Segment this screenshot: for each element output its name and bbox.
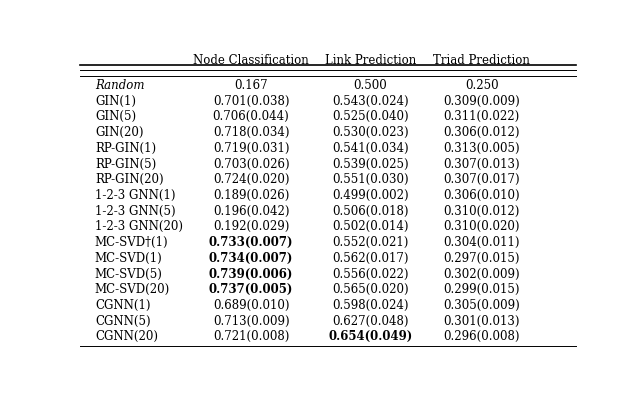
Text: 0.556(0.022): 0.556(0.022) bbox=[332, 268, 408, 280]
Text: RP-GIN(1): RP-GIN(1) bbox=[95, 142, 156, 155]
Text: 0.721(0.008): 0.721(0.008) bbox=[213, 330, 289, 343]
Text: 0.530(0.023): 0.530(0.023) bbox=[332, 126, 408, 139]
Text: 1-2-3 GNN(20): 1-2-3 GNN(20) bbox=[95, 220, 183, 233]
Text: RP-GIN(20): RP-GIN(20) bbox=[95, 173, 163, 186]
Text: 1-2-3 GNN(1): 1-2-3 GNN(1) bbox=[95, 189, 175, 202]
Text: 0.718(0.034): 0.718(0.034) bbox=[213, 126, 289, 139]
Text: 0.598(0.024): 0.598(0.024) bbox=[332, 299, 408, 312]
Text: 0.307(0.013): 0.307(0.013) bbox=[444, 158, 520, 170]
Text: CGNN(20): CGNN(20) bbox=[95, 330, 158, 343]
Text: GIN(20): GIN(20) bbox=[95, 126, 143, 139]
Text: CGNN(1): CGNN(1) bbox=[95, 299, 150, 312]
Text: 0.703(0.026): 0.703(0.026) bbox=[213, 158, 289, 170]
Text: 0.296(0.008): 0.296(0.008) bbox=[444, 330, 520, 343]
Text: 0.724(0.020): 0.724(0.020) bbox=[213, 173, 289, 186]
Text: 0.506(0.018): 0.506(0.018) bbox=[332, 205, 408, 218]
Text: 0.689(0.010): 0.689(0.010) bbox=[213, 299, 289, 312]
Text: 0.551(0.030): 0.551(0.030) bbox=[332, 173, 408, 186]
Text: 0.301(0.013): 0.301(0.013) bbox=[444, 314, 520, 328]
Text: 0.543(0.024): 0.543(0.024) bbox=[332, 95, 408, 108]
Text: 0.706(0.044): 0.706(0.044) bbox=[212, 110, 289, 123]
Text: 0.310(0.012): 0.310(0.012) bbox=[444, 205, 520, 218]
Text: 0.499(0.002): 0.499(0.002) bbox=[332, 189, 408, 202]
Text: 0.739(0.006): 0.739(0.006) bbox=[209, 268, 293, 280]
Text: 1-2-3 GNN(5): 1-2-3 GNN(5) bbox=[95, 205, 175, 218]
Text: GIN(1): GIN(1) bbox=[95, 95, 136, 108]
Text: 0.306(0.010): 0.306(0.010) bbox=[444, 189, 520, 202]
Text: 0.734(0.007): 0.734(0.007) bbox=[209, 252, 293, 265]
Text: 0.552(0.021): 0.552(0.021) bbox=[332, 236, 408, 249]
Text: 0.306(0.012): 0.306(0.012) bbox=[444, 126, 520, 139]
Text: 0.565(0.020): 0.565(0.020) bbox=[332, 283, 408, 296]
Text: 0.525(0.040): 0.525(0.040) bbox=[332, 110, 408, 123]
Text: 0.713(0.009): 0.713(0.009) bbox=[213, 314, 289, 328]
Text: 0.299(0.015): 0.299(0.015) bbox=[444, 283, 520, 296]
Text: 0.297(0.015): 0.297(0.015) bbox=[444, 252, 520, 265]
Text: 0.167: 0.167 bbox=[234, 79, 268, 92]
Text: 0.311(0.022): 0.311(0.022) bbox=[444, 110, 520, 123]
Text: 0.654(0.049): 0.654(0.049) bbox=[328, 330, 412, 343]
Text: MC-SVD†(1): MC-SVD†(1) bbox=[95, 236, 168, 249]
Text: 0.310(0.020): 0.310(0.020) bbox=[444, 220, 520, 233]
Text: Triad Prediction: Triad Prediction bbox=[433, 54, 530, 67]
Text: 0.302(0.009): 0.302(0.009) bbox=[444, 268, 520, 280]
Text: 0.627(0.048): 0.627(0.048) bbox=[332, 314, 408, 328]
Text: 0.539(0.025): 0.539(0.025) bbox=[332, 158, 408, 170]
Text: 0.737(0.005): 0.737(0.005) bbox=[209, 283, 293, 296]
Text: 0.313(0.005): 0.313(0.005) bbox=[444, 142, 520, 155]
Text: 0.719(0.031): 0.719(0.031) bbox=[213, 142, 289, 155]
Text: 0.189(0.026): 0.189(0.026) bbox=[213, 189, 289, 202]
Text: 0.562(0.017): 0.562(0.017) bbox=[332, 252, 408, 265]
Text: 0.541(0.034): 0.541(0.034) bbox=[332, 142, 408, 155]
Text: 0.305(0.009): 0.305(0.009) bbox=[444, 299, 520, 312]
Text: Random: Random bbox=[95, 79, 145, 92]
Text: 0.196(0.042): 0.196(0.042) bbox=[213, 205, 289, 218]
Text: Node Classification: Node Classification bbox=[193, 54, 309, 67]
Text: 0.733(0.007): 0.733(0.007) bbox=[209, 236, 293, 249]
Text: 0.500: 0.500 bbox=[353, 79, 387, 92]
Text: 0.701(0.038): 0.701(0.038) bbox=[213, 95, 289, 108]
Text: 0.502(0.014): 0.502(0.014) bbox=[332, 220, 408, 233]
Text: 0.192(0.029): 0.192(0.029) bbox=[213, 220, 289, 233]
Text: CGNN(5): CGNN(5) bbox=[95, 314, 150, 328]
Text: MC-SVD(20): MC-SVD(20) bbox=[95, 283, 170, 296]
Text: 0.250: 0.250 bbox=[465, 79, 499, 92]
Text: MC-SVD(5): MC-SVD(5) bbox=[95, 268, 163, 280]
Text: MC-SVD(1): MC-SVD(1) bbox=[95, 252, 163, 265]
Text: GIN(5): GIN(5) bbox=[95, 110, 136, 123]
Text: RP-GIN(5): RP-GIN(5) bbox=[95, 158, 156, 170]
Text: 0.307(0.017): 0.307(0.017) bbox=[444, 173, 520, 186]
Text: 0.309(0.009): 0.309(0.009) bbox=[444, 95, 520, 108]
Text: Link Prediction: Link Prediction bbox=[324, 54, 416, 67]
Text: 0.304(0.011): 0.304(0.011) bbox=[444, 236, 520, 249]
